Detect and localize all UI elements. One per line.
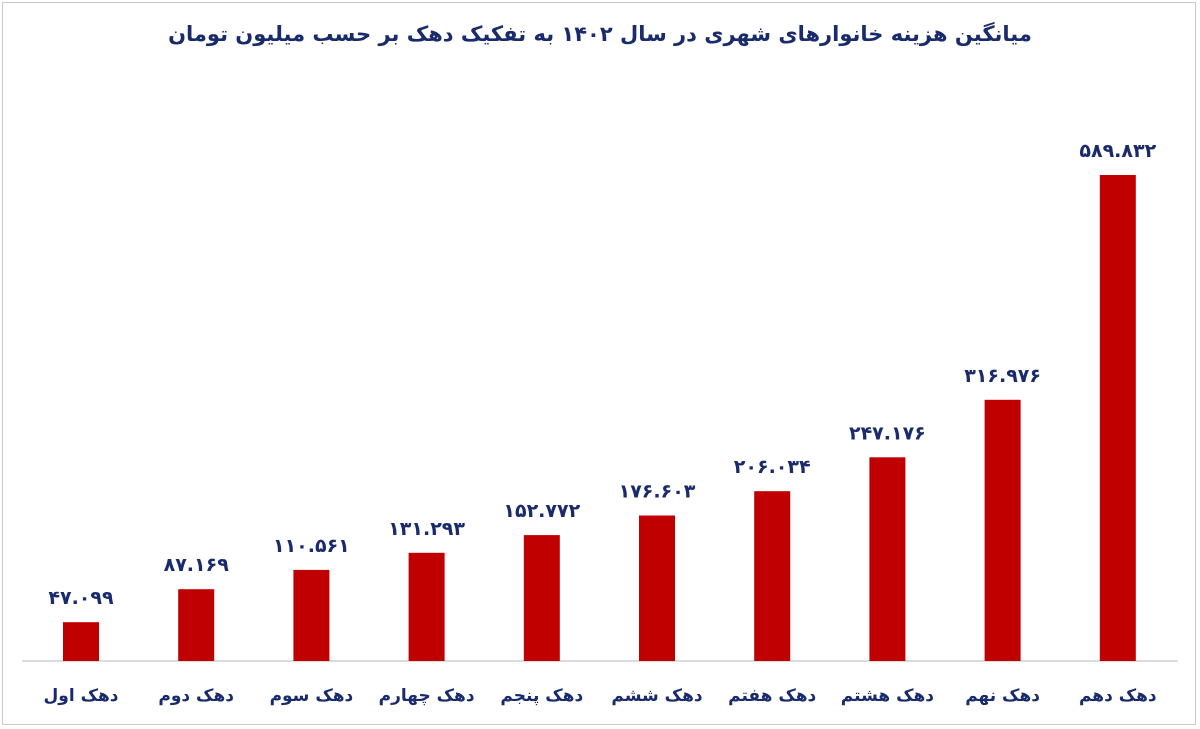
data-label-2: ۸۷.۱۶۹	[164, 554, 230, 576]
data-label-8: ۲۴۷.۱۷۶	[849, 422, 926, 444]
bar-6	[639, 515, 675, 661]
data-label-1: ۴۷.۰۹۹	[48, 587, 114, 609]
data-label-4: ۱۳۱.۲۹۳	[388, 518, 465, 540]
category-label-7: دهک هفتم	[728, 686, 816, 706]
bar-3	[293, 569, 330, 661]
bar-2	[178, 589, 215, 661]
category-label-2: دهک دوم	[158, 686, 234, 706]
category-label-1: دهک اول	[44, 686, 119, 706]
category-label-9: دهک نهم	[965, 686, 1040, 706]
data-label-5: ۱۵۲.۷۷۲	[503, 500, 580, 522]
bar-9	[984, 399, 1021, 661]
category-label-5: دهک پنجم	[500, 686, 583, 706]
bar-1	[63, 622, 99, 661]
data-label-7: ۲۰۶.۰۳۴	[734, 456, 811, 478]
category-label-3: دهک سوم	[270, 686, 354, 706]
category-label-6: دهک ششم	[611, 686, 702, 706]
bar-8	[869, 457, 906, 661]
category-label-8: دهک هشتم	[841, 686, 934, 706]
bar-4	[408, 552, 445, 661]
bar-5	[523, 535, 560, 661]
data-label-10: ۵۸۹.۸۳۲	[1079, 140, 1156, 162]
category-label-10: دهک دهم	[1079, 686, 1157, 706]
bar-7	[754, 491, 791, 661]
bar-10	[1099, 175, 1136, 661]
chart-title: میانگین هزینه خانوارهای شهری در سال ۱۴۰۲…	[168, 22, 1032, 46]
data-label-6: ۱۷۶.۶۰۳	[619, 481, 696, 503]
category-label-4: دهک چهارم	[379, 686, 475, 706]
data-label-3: ۱۱۰.۵۶۱	[273, 535, 350, 557]
data-label-9: ۳۱۶.۹۷۶	[964, 365, 1041, 387]
